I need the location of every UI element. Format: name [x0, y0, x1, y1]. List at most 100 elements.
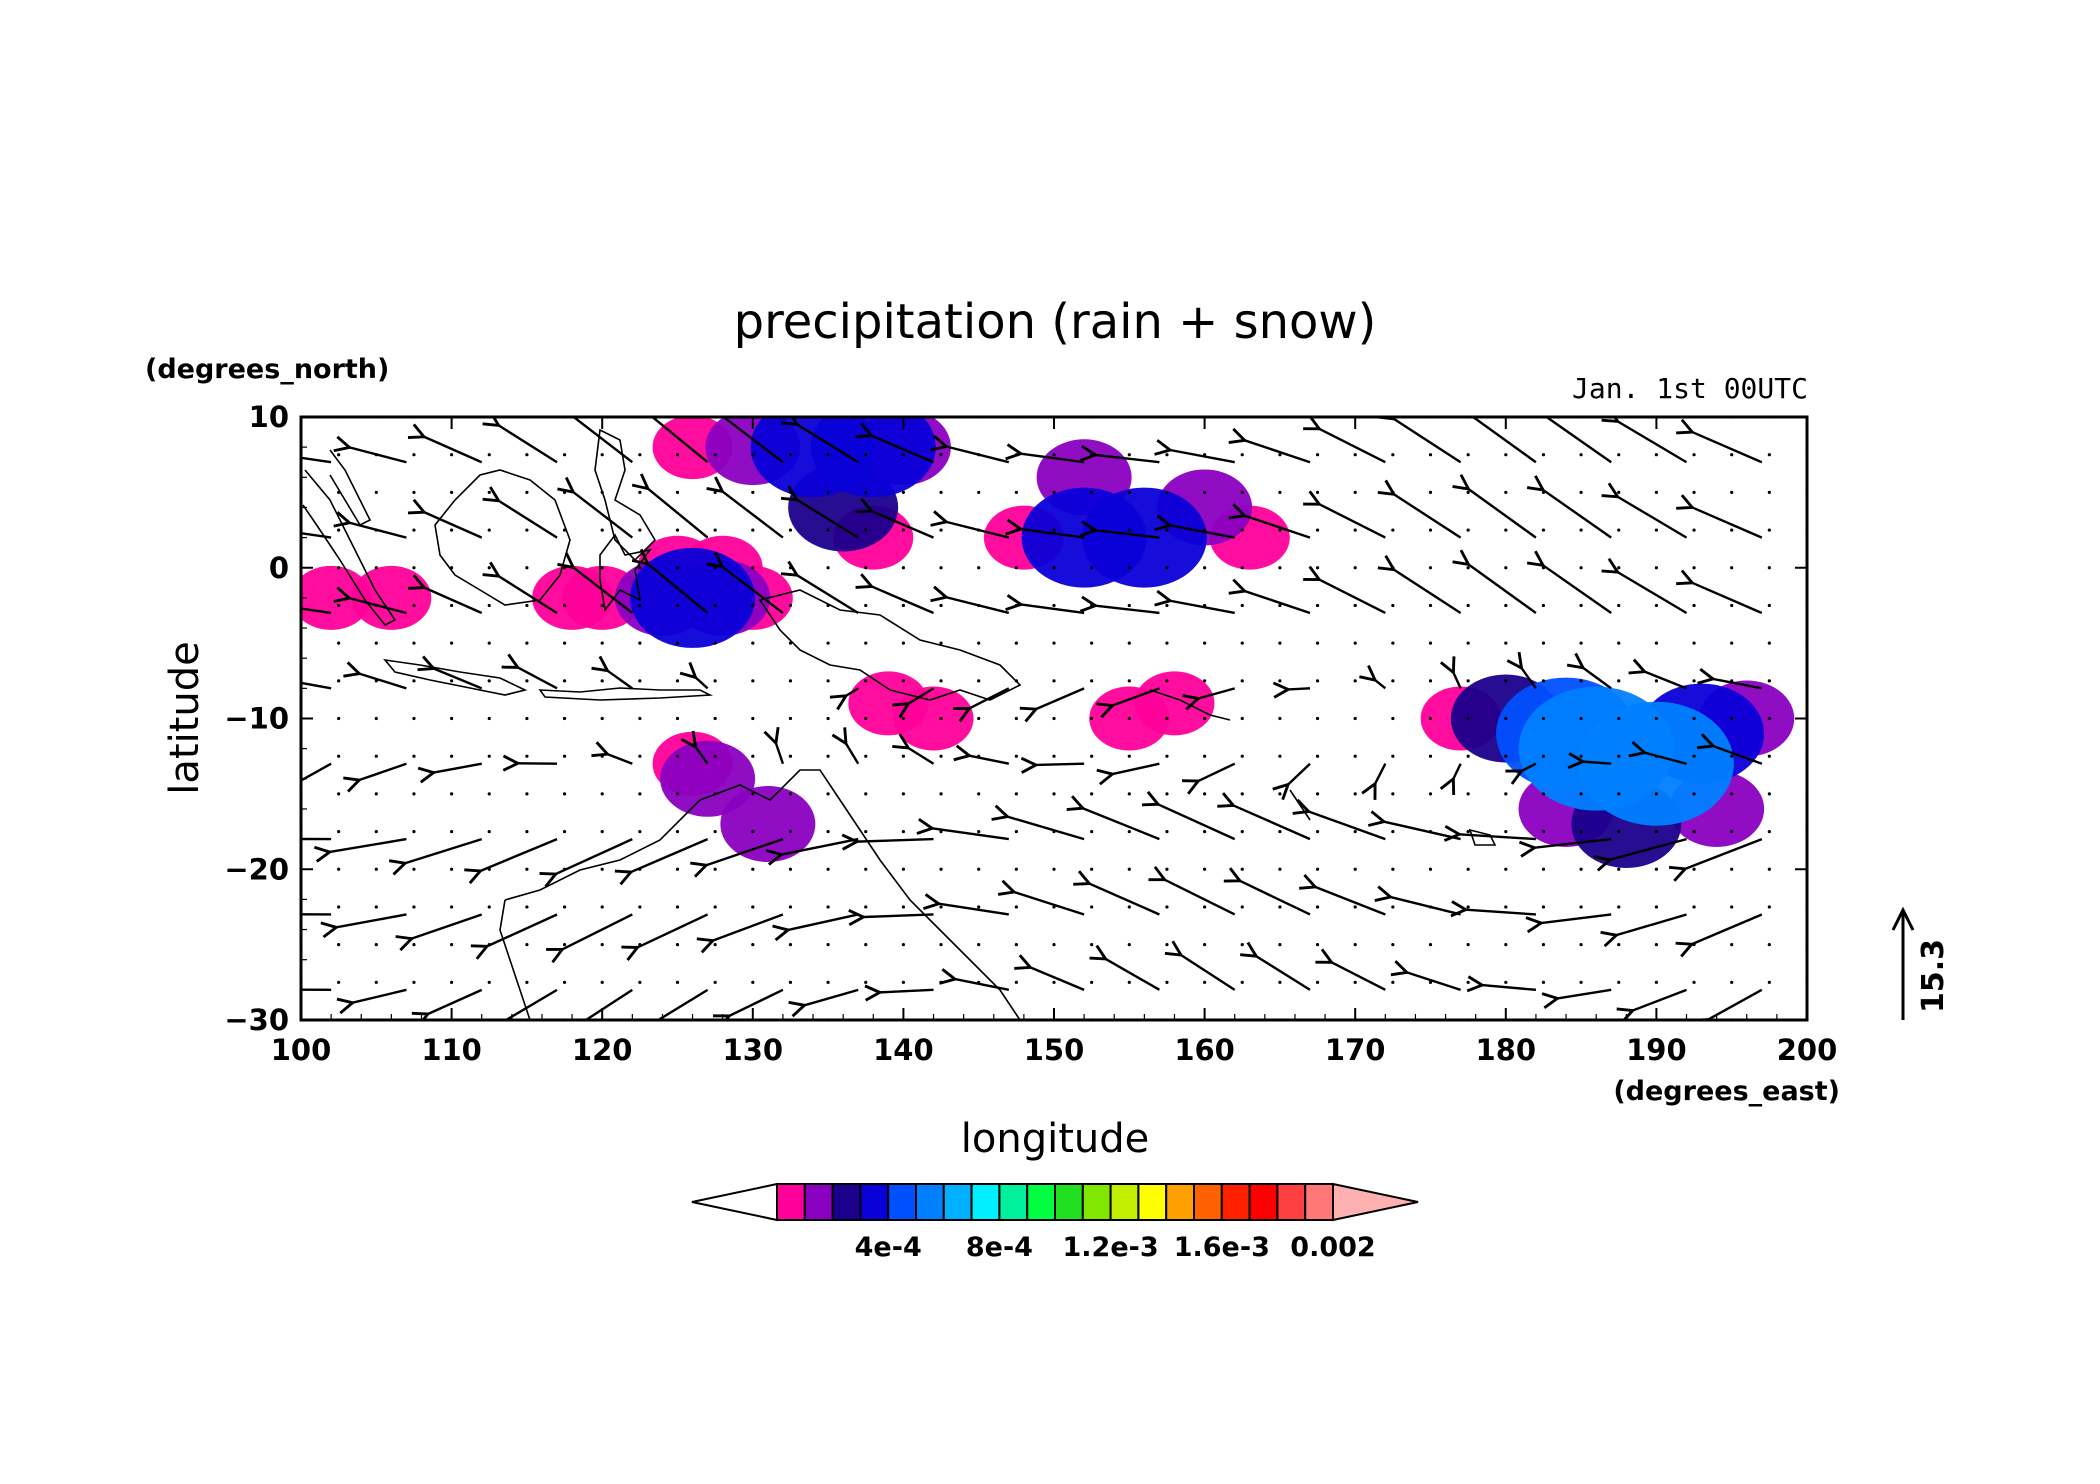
- calm-dot: [1165, 829, 1169, 834]
- calm-dot: [638, 641, 642, 645]
- calm-dot: [1165, 792, 1169, 796]
- calm-dot: [751, 641, 755, 645]
- wind-vector: [1482, 985, 1537, 990]
- calm-dot: [450, 792, 454, 796]
- wind-vector: [1181, 955, 1236, 991]
- wind-vector: [1288, 688, 1311, 689]
- wind-vector: [1713, 679, 1763, 690]
- calm-dot: [751, 716, 755, 721]
- calm-dot: [901, 905, 906, 909]
- wind-vector: [1384, 822, 1461, 841]
- calm-dot: [450, 905, 454, 909]
- calm-dot: [939, 528, 943, 532]
- calm-dot: [1353, 980, 1357, 984]
- calm-dot: [337, 603, 341, 608]
- calm-dot: [826, 905, 830, 909]
- calm-dot: [1617, 829, 1621, 834]
- calm-dot: [1428, 792, 1433, 796]
- wind-vector: [722, 567, 784, 614]
- calm-dot: [788, 754, 793, 758]
- calm-dot: [1541, 867, 1546, 871]
- wind-vector: [706, 837, 784, 865]
- colorbar-box: [1081, 1183, 1112, 1221]
- calm-dot: [713, 641, 717, 645]
- calm-dot: [1278, 792, 1282, 796]
- calm-dot: [901, 867, 906, 871]
- calm-dot: [1391, 528, 1395, 532]
- calm-dot: [901, 679, 906, 683]
- calm-dot: [864, 980, 868, 984]
- precip-cell: [660, 740, 756, 817]
- wind-vector: [872, 436, 934, 464]
- calm-dot: [864, 679, 868, 683]
- calm-dot: [939, 867, 943, 871]
- wind-vector: [301, 607, 332, 615]
- wind-vector: [349, 447, 407, 464]
- x-tick-label: 140: [873, 1033, 934, 1067]
- wind-vector: [330, 837, 407, 852]
- calm-dot: [600, 980, 604, 984]
- coastline-australia: [504, 769, 1021, 1020]
- calm-dot: [1315, 829, 1320, 834]
- calm-dot: [1127, 943, 1131, 947]
- calm-dot: [901, 490, 906, 494]
- calm-dot: [1391, 980, 1395, 984]
- calm-dot: [1052, 453, 1056, 457]
- calm-dot: [1278, 867, 1282, 871]
- calm-dot: [337, 453, 341, 457]
- wind-vector: [1319, 504, 1386, 539]
- calm-dot: [1504, 490, 1508, 494]
- calm-dot: [1315, 754, 1320, 758]
- calm-dot: [675, 679, 680, 683]
- wind-vector: [1468, 489, 1537, 539]
- calm-dot: [1504, 754, 1508, 758]
- calm-dot: [1730, 943, 1734, 947]
- calm-dot: [977, 641, 981, 645]
- calm-dot: [525, 905, 529, 909]
- calm-dot: [713, 980, 717, 984]
- calm-dot: [864, 490, 868, 494]
- calm-dot: [562, 566, 567, 570]
- calm-dot: [675, 980, 680, 984]
- calm-dot: [1654, 905, 1658, 909]
- calm-dot: [751, 603, 755, 608]
- wind-vector: [1256, 956, 1311, 991]
- calm-dot: [713, 792, 717, 796]
- wind-vector: [556, 838, 633, 874]
- wind-vector: [1245, 440, 1311, 464]
- colorbar-box: [859, 1183, 890, 1221]
- calm-dot: [1052, 528, 1056, 532]
- calm-dot: [1504, 528, 1508, 532]
- calm-dot: [901, 754, 906, 758]
- calm-dot: [939, 943, 943, 947]
- x-tick-label: 120: [572, 1033, 633, 1067]
- calm-dot: [600, 792, 604, 796]
- calm-dot: [1654, 679, 1658, 683]
- calm-dot: [450, 453, 454, 457]
- calm-dot: [1692, 490, 1696, 494]
- calm-dot: [1014, 679, 1018, 683]
- calm-dot: [1617, 641, 1621, 645]
- wind-vector: [696, 747, 709, 765]
- y-tick-label: 0: [269, 551, 289, 585]
- calm-dot: [1240, 490, 1244, 494]
- calm-dot: [1391, 754, 1395, 758]
- wind-vector: [1466, 910, 1537, 915]
- calm-dot: [1767, 792, 1771, 796]
- wind-vector: [428, 988, 483, 1014]
- calm-dot: [450, 867, 454, 871]
- calm-dot: [337, 716, 341, 721]
- calm-dot: [1579, 641, 1583, 645]
- calm-dot: [1654, 528, 1658, 532]
- wind-vector: [1453, 763, 1462, 779]
- calm-dot: [1730, 716, 1734, 721]
- calm-dot: [525, 980, 529, 984]
- wind-vector: [1557, 988, 1612, 999]
- wind-vector: [1309, 812, 1386, 841]
- calm-dot: [1278, 603, 1282, 608]
- calm-dot: [1504, 641, 1508, 645]
- calm-dot: [1466, 641, 1470, 645]
- calm-dot: [1730, 641, 1734, 645]
- calm-dot: [1315, 453, 1320, 457]
- coastline-australia-west: [499, 899, 531, 1020]
